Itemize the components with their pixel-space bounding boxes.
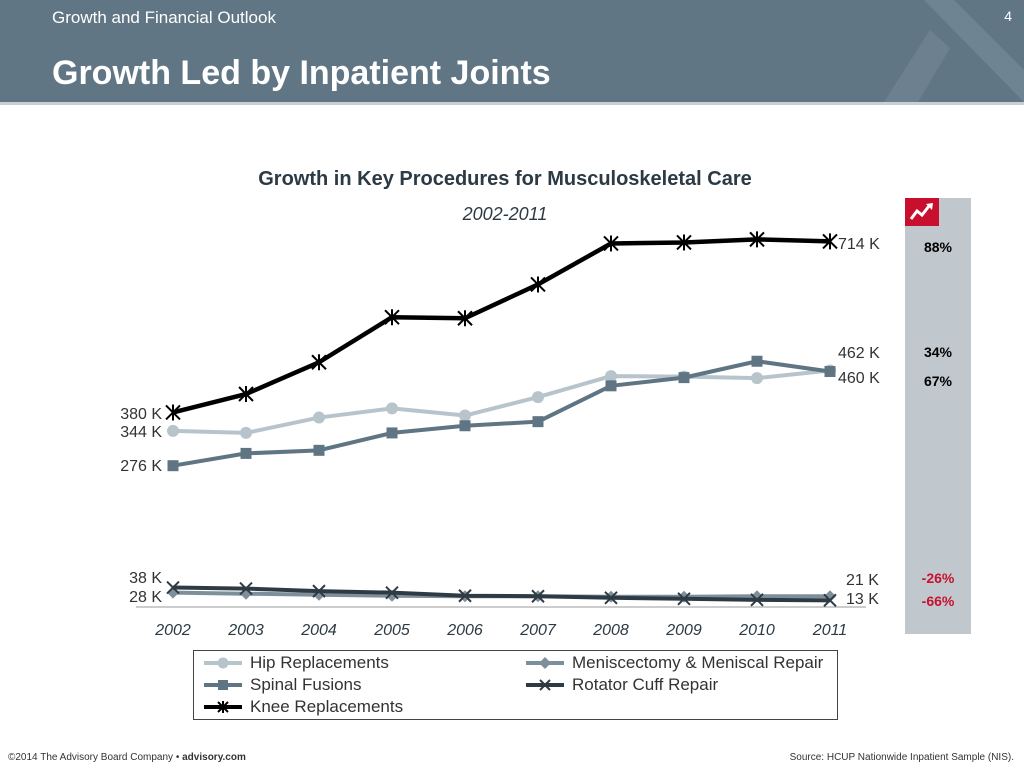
legend-swatch-spinal: [204, 680, 242, 690]
legend-item-knee: Knee Replacements: [202, 696, 403, 718]
data-point-rotator-cuff-repair: [239, 581, 253, 596]
data-point-knee-replacements: [676, 234, 692, 251]
data-point-hip-replacements: [751, 372, 763, 385]
series-line-spinal-fusions: [172, 359, 831, 468]
data-point-rotator-cuff-repair: [677, 592, 691, 606]
data-point-hip-replacements: [313, 411, 325, 424]
label-knee-2002: 380 K: [120, 406, 162, 423]
data-point-spinal-fusions: [167, 460, 179, 472]
data-point-hip-replacements: [386, 402, 398, 415]
label-hip-2002: 344 K: [120, 424, 162, 441]
x-tick-label: 2002: [154, 622, 191, 639]
data-point-spinal-fusions: [386, 427, 398, 439]
x-tick-label: 2007: [519, 622, 557, 639]
legend-item-hip: Hip Replacements: [202, 652, 389, 674]
x-tick-label: 2011: [812, 622, 847, 639]
data-point-rotator-cuff-repair: [458, 589, 472, 603]
legend-label-knee: Knee Replacements: [250, 697, 404, 716]
section-title: Growth and Financial Outlook: [52, 8, 276, 27]
data-point-knee-replacements: [530, 276, 546, 293]
trend-arrow-icon: [905, 198, 939, 226]
legend-label-hip: Hip Replacements: [250, 653, 389, 672]
growth-hip: 34%: [923, 344, 953, 360]
data-point-rotator-cuff-repair: [531, 589, 545, 603]
series-line-rotator-cuff-repair: [172, 585, 831, 603]
x-tick-label: 2010: [738, 622, 775, 639]
data-point-spinal-fusions: [532, 416, 544, 428]
series-line-knee-replacements: [172, 237, 831, 415]
data-point-knee-replacements: [603, 235, 619, 252]
data-point-rotator-cuff-repair: [385, 585, 399, 600]
data-point-knee-replacements: [822, 233, 838, 250]
x-tick-label: 2003: [227, 622, 264, 639]
header-divider: [0, 102, 1024, 105]
data-point-spinal-fusions: [240, 447, 252, 459]
legend-label-rotator: Rotator Cuff Repair: [572, 675, 719, 694]
legend-label-spinal: Spinal Fusions: [250, 675, 362, 694]
data-point-rotator-cuff-repair: [750, 593, 764, 607]
legend-swatch-hip: [204, 657, 242, 669]
data-point-knee-replacements: [311, 354, 327, 371]
legend-label-meniscus: Meniscectomy & Meniscal Repair: [572, 653, 824, 672]
growth-rotator: -66%: [921, 593, 955, 609]
advisory-board-chevron-logo-icon: [884, 0, 1024, 102]
data-point-rotator-cuff-repair: [312, 584, 326, 598]
slide-header: Growth and Financial Outlook 4 Growth Le…: [0, 0, 1024, 102]
growth-meniscus: -26%: [921, 570, 955, 586]
data-point-knee-replacements: [165, 404, 181, 421]
label-meniscus-2011: 21 K: [846, 572, 879, 589]
label-spinal-2002: 276 K: [120, 458, 162, 475]
x-tick-label: 2008: [592, 622, 629, 639]
data-point-hip-replacements: [167, 424, 179, 437]
data-point-hip-replacements: [240, 426, 252, 439]
x-tick-label: 2005: [373, 622, 410, 639]
source-note: Source: HCUP Nationwide Inpatient Sample…: [789, 752, 1014, 763]
data-point-rotator-cuff-repair: [823, 593, 837, 608]
data-point-spinal-fusions: [605, 380, 617, 392]
copyright-text: ©2014 The Advisory Board Company •: [8, 752, 183, 763]
data-point-knee-replacements: [457, 310, 473, 327]
copyright: ©2014 The Advisory Board Company • advis…: [8, 752, 246, 763]
site-link[interactable]: advisory.com: [182, 752, 246, 763]
legend-swatch-meniscus: [526, 657, 564, 669]
label-spinal-2011: 460 K: [838, 370, 880, 387]
data-point-spinal-fusions: [751, 355, 763, 367]
label-meniscus-2002: 28 K: [129, 589, 162, 606]
growth-panel: [905, 198, 971, 634]
data-point-spinal-fusions: [678, 372, 690, 384]
label-rotator-2011: 13 K: [846, 591, 879, 608]
data-point-hip-replacements: [605, 370, 617, 383]
data-point-knee-replacements: [238, 386, 254, 403]
data-point-spinal-fusions: [313, 444, 325, 456]
x-tick-label: 2006: [446, 622, 483, 639]
page-number: 4: [1004, 8, 1012, 24]
legend-swatch-knee: [204, 701, 242, 713]
growth-knee: 88%: [923, 239, 953, 255]
legend-item-spinal: Spinal Fusions: [202, 674, 362, 696]
data-point-hip-replacements: [459, 409, 471, 422]
legend-swatch-rotator: [526, 679, 564, 691]
data-point-rotator-cuff-repair: [604, 591, 618, 605]
chart-subtitle: 2002-2011: [462, 204, 548, 224]
data-point-spinal-fusions: [459, 420, 471, 432]
slide-title: Growth Led by Inpatient Joints: [52, 54, 551, 92]
label-hip-2011: 462 K: [838, 345, 880, 362]
chart-title: Growth in Key Procedures for Musculoskel…: [258, 168, 752, 190]
data-point-hip-replacements: [532, 391, 544, 404]
series-line-hip-replacements: [172, 368, 831, 435]
data-point-rotator-cuff-repair: [166, 580, 180, 595]
label-rotator-2002: 38 K: [129, 570, 162, 587]
label-knee-2011: 714 K: [838, 236, 880, 253]
data-point-knee-replacements: [749, 231, 765, 248]
growth-spinal: 67%: [923, 373, 953, 389]
legend-item-rotator: Rotator Cuff Repair: [524, 674, 718, 696]
data-point-knee-replacements: [384, 309, 400, 326]
legend-item-meniscus: Meniscectomy & Meniscal Repair: [524, 652, 823, 674]
x-tick-label: 2009: [665, 622, 702, 639]
x-tick-label: 2004: [300, 622, 337, 639]
chart-legend: Hip Replacements Meniscectomy & Meniscal…: [193, 650, 838, 720]
data-point-spinal-fusions: [824, 365, 836, 377]
